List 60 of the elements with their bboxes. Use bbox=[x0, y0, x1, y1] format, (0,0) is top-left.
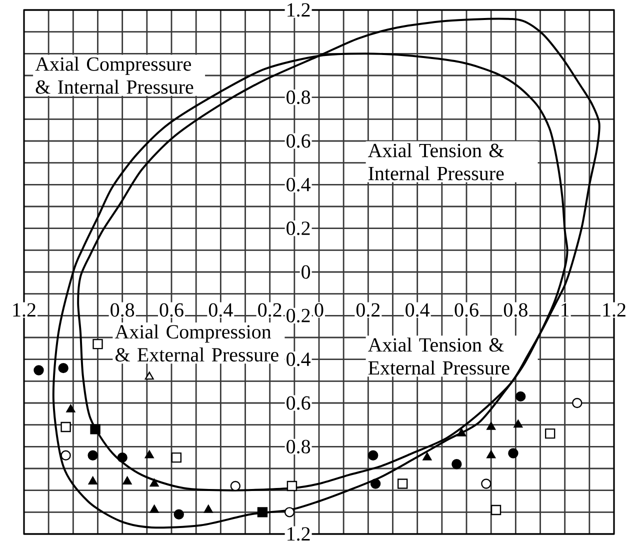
y-tick-label: 0 bbox=[302, 265, 310, 279]
point bbox=[286, 480, 298, 492]
x-tick-label: 0.2 bbox=[258, 303, 282, 317]
point bbox=[150, 504, 159, 513]
x-tick-label: 0.4 bbox=[208, 303, 233, 317]
point bbox=[257, 507, 268, 518]
point bbox=[122, 476, 132, 484]
point bbox=[88, 450, 98, 460]
y-tick-label: 0.8 bbox=[286, 90, 310, 104]
point bbox=[174, 509, 184, 520]
x-tick-label: 0.8 bbox=[504, 303, 528, 317]
point bbox=[88, 476, 98, 484]
point bbox=[368, 450, 378, 460]
point bbox=[117, 452, 128, 463]
point bbox=[90, 424, 100, 434]
point bbox=[171, 452, 182, 463]
point bbox=[397, 478, 408, 489]
point bbox=[370, 478, 381, 489]
x-tick-label: 1.2 bbox=[13, 303, 36, 317]
x-tick-label: 0.8 bbox=[110, 303, 134, 317]
x-tick-label: 0 bbox=[314, 303, 324, 317]
point bbox=[204, 504, 213, 513]
point bbox=[515, 391, 526, 402]
point bbox=[572, 398, 582, 408]
point bbox=[92, 338, 103, 350]
y-tick-label: 0.4 bbox=[286, 352, 310, 366]
point bbox=[150, 478, 159, 487]
y-tick-label: 0.6 bbox=[286, 134, 310, 148]
point bbox=[144, 372, 154, 380]
point bbox=[66, 404, 76, 412]
point bbox=[486, 450, 496, 458]
y-tick-label: 1.2 bbox=[288, 527, 310, 541]
x-tick-label: 0.6 bbox=[160, 303, 184, 317]
point bbox=[508, 448, 518, 458]
point bbox=[486, 422, 496, 430]
point bbox=[284, 507, 295, 518]
x-tick-label: 1.2 bbox=[603, 303, 626, 317]
x-tick-label: 0.4 bbox=[406, 303, 430, 317]
point bbox=[544, 428, 556, 439]
y-tick-label: 0.8 bbox=[286, 440, 310, 454]
point bbox=[60, 422, 71, 432]
point bbox=[34, 365, 44, 376]
point bbox=[58, 362, 68, 374]
point bbox=[457, 428, 466, 436]
y-tick-label: 0.4 bbox=[286, 178, 310, 192]
annotation: Axial Tension & Internal Pressure bbox=[368, 143, 504, 180]
x-tick-label: 0.6 bbox=[454, 303, 478, 317]
point bbox=[452, 459, 462, 470]
y-tick-label: 0.6 bbox=[286, 396, 310, 410]
x-tick-label: 0.2 bbox=[356, 303, 380, 317]
annotation: Axial Compressure & Internal Pressure bbox=[35, 56, 194, 94]
y-tick-label: 1.2 bbox=[288, 3, 310, 17]
annotation: Axial Tension & External Pressure bbox=[368, 338, 510, 375]
annotation: Axial Compression & External Pressure bbox=[114, 324, 278, 362]
point bbox=[144, 450, 154, 458]
point bbox=[490, 504, 502, 516]
y-tick-label: 0.2 bbox=[286, 222, 310, 236]
point bbox=[422, 452, 432, 460]
x-tick-label: 1 bbox=[562, 303, 569, 316]
point bbox=[514, 420, 523, 428]
